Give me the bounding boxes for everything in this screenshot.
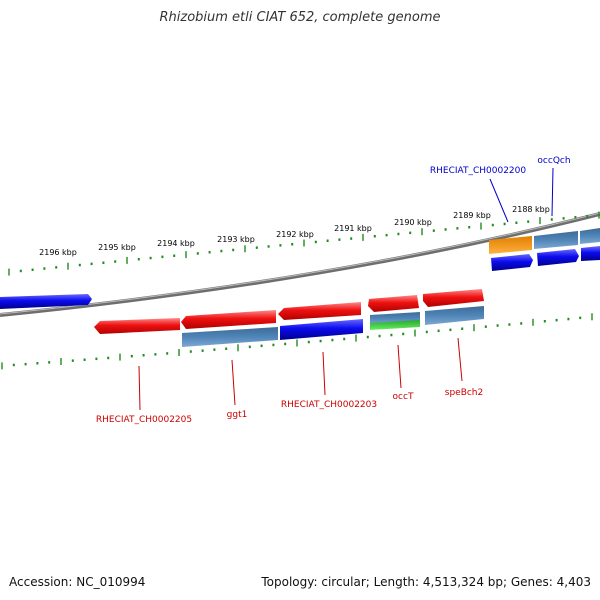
gene-arrow-occT[interactable]	[368, 295, 419, 312]
leader-line	[231, 359, 236, 406]
gene-label: ggt1	[227, 410, 248, 420]
scale-label: 2188 kbp	[512, 205, 550, 214]
scale-label: 2189 kbp	[453, 211, 491, 220]
gene-arrow-occQch[interactable]	[534, 231, 578, 249]
leader-line	[551, 167, 554, 217]
gene-arrow-green[interactable]	[370, 320, 420, 330]
gene-label: occQch	[537, 156, 570, 166]
gene-arrow-blue[interactable]	[280, 319, 363, 340]
lower-track	[94, 302, 484, 347]
scale-label: 2192 kbp	[276, 230, 314, 239]
gene-label: RHECIAT_CH0002205	[96, 415, 192, 425]
scale-ticks-bottom	[1, 313, 593, 370]
leader-line	[397, 344, 402, 389]
leader-line	[322, 351, 326, 396]
gene-arrow-orange[interactable]	[489, 236, 532, 254]
gene-label: occT	[393, 392, 414, 402]
leader-line	[489, 178, 509, 223]
accession-text: Accession: NC_010994	[9, 575, 146, 589]
scale-label: 2193 kbp	[217, 235, 255, 244]
gene-arrow-RHECIAT_CH0002203[interactable]	[278, 302, 361, 320]
scale-ticks-top	[8, 211, 600, 276]
map-title: Rhizobium etli CIAT 652, complete genome	[159, 10, 441, 25]
gene-arrow-steel[interactable]	[425, 306, 484, 325]
gene-arrow-RHECIAT_CH0002205[interactable]	[94, 318, 180, 334]
gene-arrow-steel[interactable]	[182, 327, 278, 347]
gene-arrow-RHECIAT_CH0002200[interactable]	[491, 254, 533, 271]
gene-label: RHECIAT_CH0002203	[281, 400, 377, 410]
scale-label: 2191 kbp	[334, 224, 372, 233]
gene-arrow-blue[interactable]	[581, 246, 600, 261]
upper-track	[0, 228, 600, 312]
leader-line	[457, 337, 463, 382]
genome-summary-text: Topology: circular; Length: 4,513,324 bp…	[261, 575, 591, 589]
scale-label: 2194 kbp	[157, 239, 195, 248]
gene-arrow-steel[interactable]	[580, 228, 600, 244]
scale-label: 2190 kbp	[394, 218, 432, 227]
leader-line	[138, 365, 141, 411]
gene-label: RHECIAT_CH0002200	[430, 166, 527, 176]
gene-arrow-speBch2[interactable]	[423, 289, 484, 307]
genome-backbone	[0, 212, 600, 317]
scale-label: 2195 kbp	[98, 243, 136, 252]
gene-arrow-ggt1[interactable]	[181, 310, 276, 329]
gene-arrow-blue[interactable]	[537, 249, 579, 266]
gene-label: speBch2	[445, 388, 484, 398]
gene-arrow-reverse[interactable]	[0, 294, 92, 309]
scale-label: 2196 kbp	[39, 248, 77, 257]
